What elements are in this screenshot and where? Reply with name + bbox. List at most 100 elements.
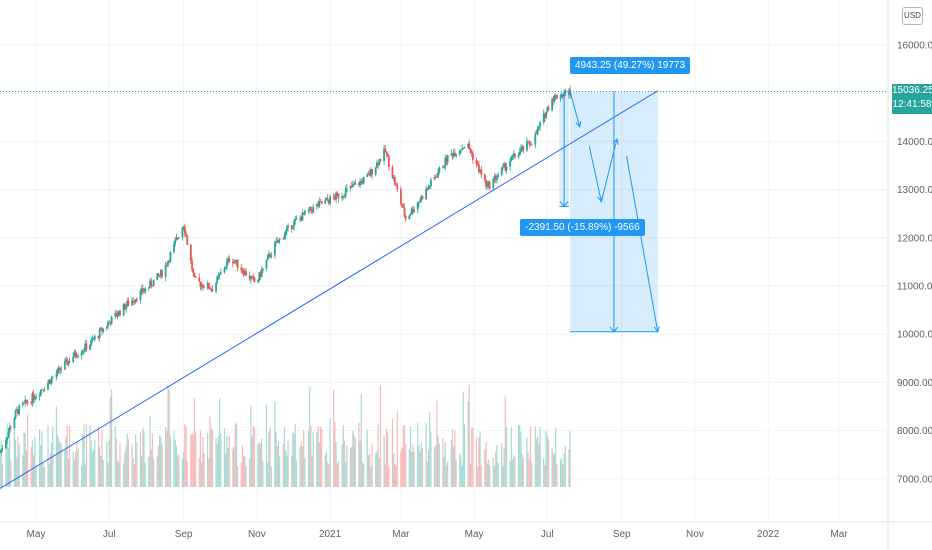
volume-bar	[43, 466, 46, 487]
volume-bar	[142, 427, 144, 487]
volume-bar	[55, 406, 58, 487]
volume-bar	[23, 432, 25, 487]
volume-bar	[108, 439, 110, 487]
volume-bar	[370, 466, 372, 487]
volume-bar	[478, 437, 480, 487]
volume-bar	[201, 462, 203, 487]
volume-bar	[232, 448, 234, 487]
volume-bar	[455, 460, 457, 487]
candle-body	[472, 153, 474, 160]
countdown-timer: 12:41:58	[892, 99, 932, 110]
candle-body	[267, 253, 270, 257]
volume-bar	[203, 453, 205, 487]
candle-body	[191, 260, 193, 270]
candle-body	[248, 275, 251, 280]
volume-bar	[438, 443, 440, 487]
volume-bar	[526, 437, 528, 487]
volume-bar	[186, 461, 188, 487]
volume-bar	[143, 431, 145, 487]
measure-tools[interactable]	[559, 91, 658, 333]
volume-bar	[427, 450, 430, 487]
volume-bar	[97, 425, 100, 487]
volume-bar	[513, 455, 515, 487]
volume-bar	[402, 426, 404, 487]
candle-body	[324, 200, 327, 204]
volume-bar	[378, 457, 380, 487]
volume-bar	[34, 437, 36, 487]
candle-body	[437, 172, 440, 178]
volume-bar	[450, 439, 452, 487]
candle-body	[528, 141, 531, 145]
candle-body	[374, 167, 377, 175]
candle-body	[319, 200, 322, 202]
candle-body	[450, 153, 453, 155]
measure-label-up[interactable]: 4943.25 (49.27%) 19773	[569, 57, 691, 75]
candle-body	[65, 359, 67, 362]
candle-body	[39, 389, 42, 395]
x-tick-label: Nov	[248, 529, 266, 540]
candle-body	[311, 210, 313, 213]
candle-body	[315, 203, 318, 207]
volume-bar	[243, 456, 245, 487]
candle-body	[559, 97, 562, 99]
candle-body	[290, 225, 293, 229]
volume-bar	[265, 404, 268, 487]
volume-bar	[501, 443, 503, 487]
candle-body	[353, 184, 355, 186]
candle-body	[362, 177, 365, 184]
candle-body	[341, 196, 343, 199]
candle-body	[252, 276, 255, 278]
volume-bar	[517, 424, 520, 487]
candle-body	[13, 418, 16, 429]
volume-bar	[336, 463, 338, 487]
candle-body	[443, 166, 446, 168]
volume-bar	[117, 460, 119, 487]
volume-bar	[300, 440, 302, 487]
y-tick-label: 7000.00	[897, 474, 932, 485]
candle-body	[320, 201, 323, 204]
volume-bar	[245, 465, 247, 487]
volume-bar	[531, 463, 533, 487]
volume-bar	[211, 429, 214, 487]
volume-bar	[192, 434, 194, 487]
candle-body	[308, 206, 311, 211]
candle-body	[460, 150, 462, 151]
volume-bar	[9, 422, 11, 487]
candle-body	[484, 174, 486, 180]
volume-bar	[383, 435, 385, 487]
volume-bar	[387, 431, 389, 487]
volume-bar	[510, 427, 512, 487]
volume-bar	[335, 441, 337, 487]
candle-body	[218, 273, 221, 276]
volume-bar	[244, 455, 246, 487]
volume-bar	[7, 448, 10, 487]
volume-bar	[504, 396, 506, 487]
volume-bar	[343, 441, 346, 487]
volume-bar	[425, 422, 427, 487]
currency-label[interactable]: USD	[902, 7, 923, 25]
candle-body	[556, 94, 558, 99]
volume-bar	[445, 465, 448, 487]
candle-body	[165, 265, 168, 266]
candle-body	[109, 322, 112, 325]
projection-arrows[interactable]	[569, 91, 660, 333]
last-price-badge: 15036.25 12:41:58	[892, 84, 932, 114]
volume-bar	[220, 433, 222, 487]
trendline-layer[interactable]	[0, 90, 888, 489]
candle-body	[249, 276, 252, 280]
candle-body	[25, 399, 28, 403]
measure-label-down[interactable]: -2391.50 (-15.89%) -9566	[520, 219, 645, 237]
candle-body	[468, 143, 471, 149]
candle-body	[211, 289, 214, 292]
volume-bar	[114, 425, 116, 487]
candle-body	[312, 206, 315, 213]
volume-bar	[303, 430, 305, 487]
volume-bar	[519, 425, 521, 487]
grid	[0, 0, 888, 522]
volume-bar	[349, 448, 352, 487]
candle-body	[198, 277, 201, 282]
candle-body	[529, 144, 532, 146]
volume-bar	[153, 458, 155, 487]
volume-bar	[125, 446, 127, 487]
